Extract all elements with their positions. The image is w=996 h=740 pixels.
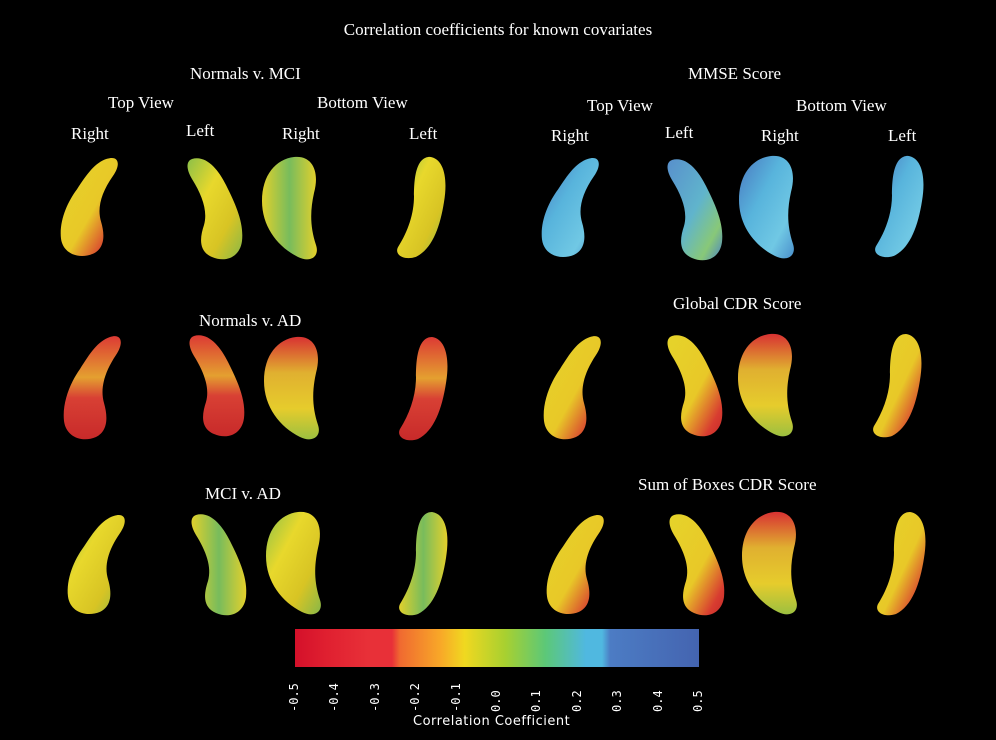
- shape-mciad-bottom-left: [399, 512, 448, 616]
- shape-nad-top-left: [189, 335, 245, 437]
- shape-mmse-bottom-right: [739, 155, 794, 259]
- label-left: Left: [665, 123, 694, 142]
- colorbar-tick-label: 0.1: [529, 690, 544, 712]
- colorbar-tick-label: -0.2: [408, 683, 423, 712]
- label-top-view: Top View: [108, 93, 174, 112]
- figure-title: Correlation coefficients for known covar…: [343, 20, 653, 39]
- shape-gcdr-bottom-left: [873, 334, 922, 438]
- label-top-view: Top View: [587, 96, 653, 115]
- shape-mciad-top-left: [191, 514, 247, 616]
- shape-mmse-top-right: [541, 157, 599, 258]
- shape-nmci-bottom-left: [397, 156, 446, 259]
- label-left: Left: [409, 124, 438, 143]
- label-right: Right: [761, 126, 799, 145]
- shape-sob-bottom-right: [742, 511, 797, 615]
- shape-sob-top-right: [546, 514, 604, 615]
- shape-gcdr-bottom-right: [738, 333, 793, 437]
- colorbar-tick-label: -0.3: [367, 683, 382, 712]
- colorbar-tick-label: 0.3: [610, 690, 625, 712]
- shape-nmci-top-right: [60, 157, 118, 256]
- shape-sob-bottom-left: [877, 512, 926, 616]
- colorbar-tick-label: -0.5: [287, 683, 301, 712]
- panel-title-mmse-score: MMSE Score: [688, 64, 782, 83]
- label-bottom-view: Bottom View: [317, 93, 408, 112]
- colorbar-tick-label: 0.5: [691, 690, 705, 712]
- shape-mciad-top-right: [67, 514, 125, 615]
- colorbar-tick-label: 0.2: [569, 690, 584, 712]
- shape-mmse-bottom-left: [875, 155, 924, 258]
- shape-nmci-bottom-right: [262, 156, 317, 260]
- shape-gcdr-top-left: [667, 335, 723, 437]
- label-left: Left: [186, 121, 215, 140]
- panel-title-mci-v-ad: MCI v. AD: [205, 484, 281, 503]
- shape-nmci-top-left: [187, 158, 243, 260]
- colorbar-tick-label: -0.4: [327, 683, 342, 712]
- shape-mciad-bottom-right: [266, 511, 321, 615]
- colorbar-tick-label: -0.1: [448, 683, 463, 712]
- colorbar-label: Correlation Coefficient: [413, 714, 571, 729]
- label-right: Right: [282, 124, 320, 143]
- colorbar: [295, 629, 699, 667]
- panel-title-sum-of-boxes-cdr-score: Sum of Boxes CDR Score: [638, 475, 817, 494]
- shape-sob-top-left: [669, 514, 725, 616]
- label-right: Right: [71, 124, 109, 143]
- shape-nad-bottom-left: [399, 337, 448, 441]
- shape-nad-top-right: [63, 336, 121, 440]
- shape-mmse-top-left: [667, 159, 723, 261]
- colorbar-tick-label: 0.4: [650, 690, 665, 712]
- label-bottom-view: Bottom View: [796, 96, 887, 115]
- panel-title-normals-v-ad: Normals v. AD: [199, 311, 302, 330]
- shape-nad-bottom-right: [264, 336, 319, 440]
- colorbar-tick-label: 0.0: [489, 690, 503, 712]
- shape-gcdr-top-right: [543, 336, 601, 440]
- panel-title-global-cdr-score: Global CDR Score: [673, 294, 802, 313]
- panel-title-normals-v-mci: Normals v. MCI: [190, 64, 301, 83]
- label-left: Left: [888, 126, 917, 145]
- label-right: Right: [551, 126, 589, 145]
